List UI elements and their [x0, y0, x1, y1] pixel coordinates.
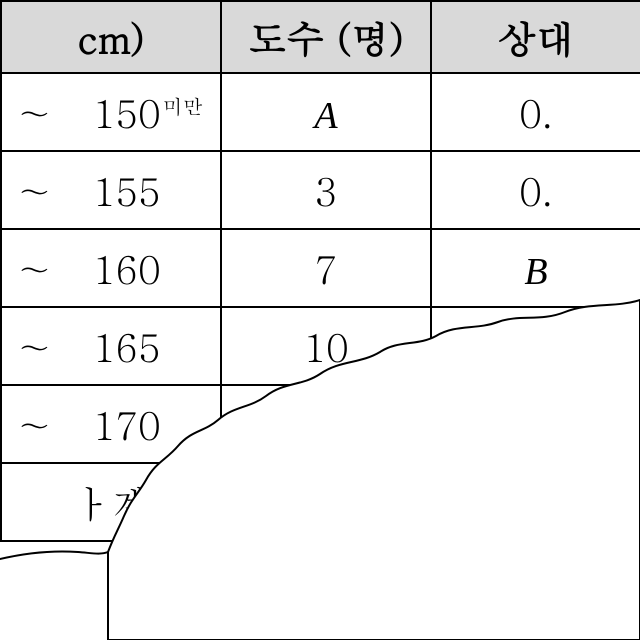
freq-value: 10	[303, 319, 348, 373]
tilde: ∼	[10, 241, 58, 295]
class-upper: 170	[71, 397, 161, 451]
class-upper: 160	[71, 241, 161, 295]
torn-bottom-stroke	[0, 551, 108, 560]
table-row: ∼ 165 10	[1, 307, 640, 385]
class-cell: ∼ 160	[1, 229, 221, 307]
class-cell: ∼ 155	[1, 151, 221, 229]
frequency-table: cm) 도수 (명) 상대 ∼ 150미만 A 0. ∼ 155 3 0.	[0, 0, 640, 542]
freq-cell: 3	[221, 151, 431, 229]
sum-freq	[221, 463, 431, 541]
table-body: ∼ 150미만 A 0. ∼ 155 3 0. ∼ 160 7	[1, 73, 640, 541]
col-header-rel: 상대	[431, 1, 640, 73]
class-sup: 미만	[163, 91, 203, 120]
rel-cell: 0.	[431, 151, 640, 229]
col-header-class: cm)	[1, 1, 221, 73]
class-upper: 150	[71, 85, 161, 139]
freq-value: 3	[315, 163, 338, 217]
freq-value: 7	[315, 241, 338, 295]
class-upper: 165	[71, 319, 161, 373]
class-cell: ∼ 150미만	[1, 73, 221, 151]
table-header-row: cm) 도수 (명) 상대	[1, 1, 640, 73]
table-row: ∼ 155 3 0.	[1, 151, 640, 229]
class-cell: ∼ 165	[1, 307, 221, 385]
table-sum-row: ㅏ계	[1, 463, 640, 541]
rel-cell	[431, 307, 640, 385]
tilde: ∼	[10, 319, 58, 373]
freq-cell: 7	[221, 229, 431, 307]
class-cell: ∼ 170	[1, 385, 221, 463]
tilde: ∼	[10, 163, 58, 217]
freq-cell: 10	[221, 307, 431, 385]
table: cm) 도수 (명) 상대 ∼ 150미만 A 0. ∼ 155 3 0.	[0, 0, 640, 542]
sum-rel	[431, 463, 640, 541]
col-header-freq: 도수 (명)	[221, 1, 431, 73]
sum-label: ㅏ계	[1, 463, 221, 541]
rel-cell: B	[431, 229, 640, 307]
tilde: ∼	[10, 397, 58, 451]
table-row: ∼ 170	[1, 385, 640, 463]
class-upper: 155	[71, 163, 161, 217]
rel-cell	[431, 385, 640, 463]
freq-cell	[221, 385, 431, 463]
rel-value: B	[524, 251, 547, 293]
table-row: ∼ 150미만 A 0.	[1, 73, 640, 151]
rel-value: 0.	[519, 163, 553, 217]
freq-value: A	[314, 95, 337, 137]
rel-value: 0.	[519, 85, 553, 139]
freq-cell: A	[221, 73, 431, 151]
table-row: ∼ 160 7 B	[1, 229, 640, 307]
tilde: ∼	[10, 85, 58, 139]
rel-cell: 0.	[431, 73, 640, 151]
